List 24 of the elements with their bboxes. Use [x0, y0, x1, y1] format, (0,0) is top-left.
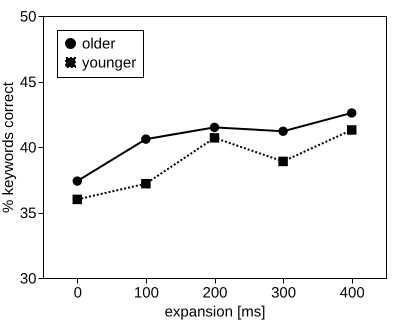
y-tick-label: 35 — [20, 205, 36, 222]
x-tick-label: 200 — [202, 284, 228, 302]
y-tick-label: 40 — [20, 140, 36, 156]
x-tick-label: 100 — [134, 284, 159, 302]
point — [278, 126, 288, 136]
legend-label: younger — [82, 54, 136, 72]
point — [141, 134, 151, 144]
point — [278, 156, 288, 166]
legend-label: older — [82, 36, 116, 52]
point — [72, 176, 82, 186]
y-tick-label: 50 — [20, 8, 36, 26]
point — [141, 178, 151, 188]
x-tick-label: 300 — [271, 284, 296, 302]
y-tick-label: 45 — [20, 74, 36, 91]
point — [210, 133, 220, 143]
y-tick-label: 30 — [20, 270, 36, 288]
point — [72, 194, 82, 204]
y-axis-title: % keywords correct — [0, 81, 17, 213]
x-axis-title: expansion [ms] — [164, 304, 266, 320]
point — [346, 125, 356, 135]
x-tick-label: 400 — [340, 284, 365, 302]
point — [210, 122, 220, 132]
x-tick-label: 0 — [74, 284, 82, 302]
point — [346, 108, 356, 118]
